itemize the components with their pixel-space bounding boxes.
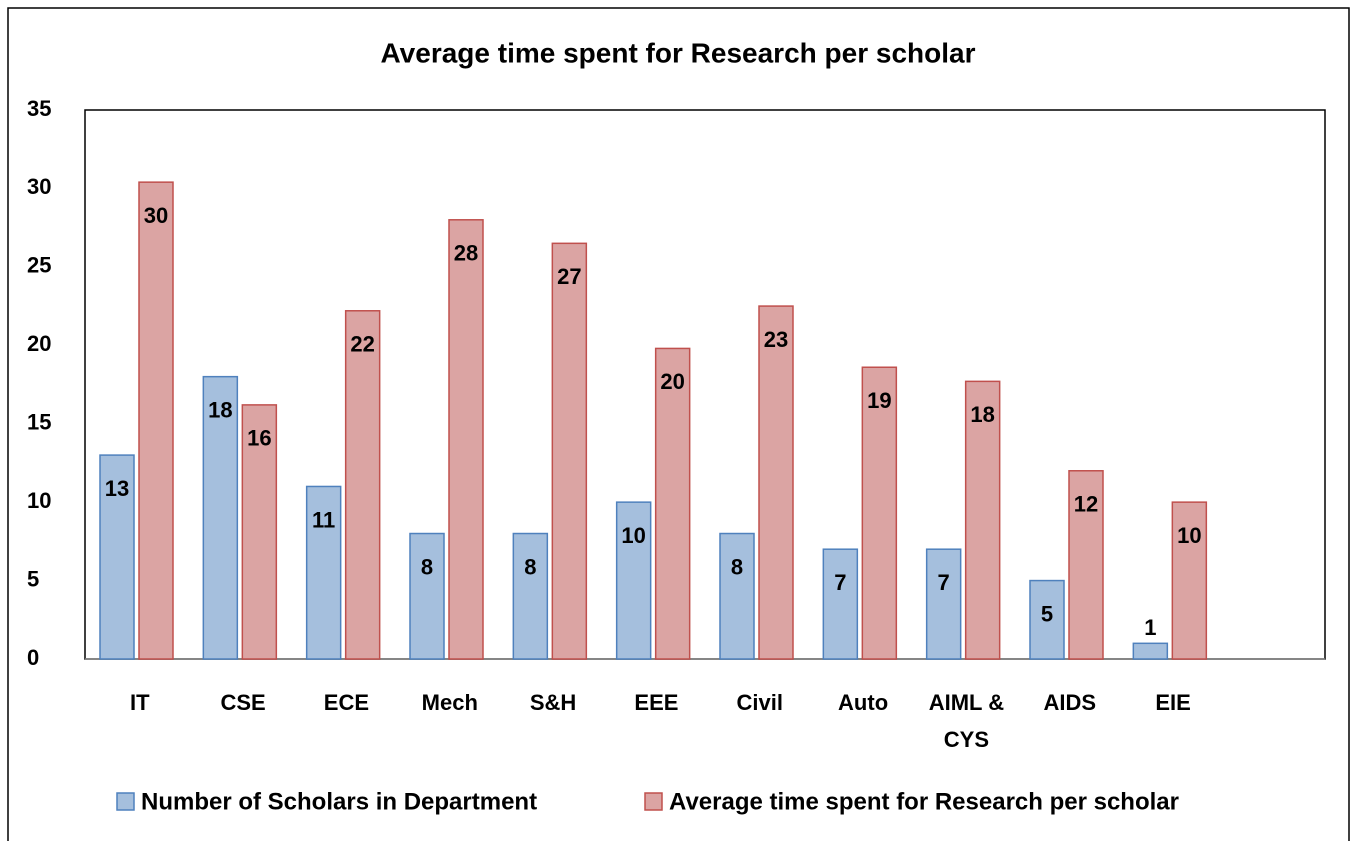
bar bbox=[758, 305, 794, 660]
data-label: 28 bbox=[454, 241, 478, 266]
data-label: 19 bbox=[867, 388, 891, 413]
data-label: 22 bbox=[350, 332, 374, 357]
bar bbox=[615, 501, 652, 660]
legend-label: Number of Scholars in Department bbox=[141, 788, 537, 815]
data-label: 12 bbox=[1074, 492, 1098, 517]
data-label: 8 bbox=[421, 554, 433, 579]
y-tick-label: 10 bbox=[27, 488, 51, 513]
x-tick-label: Civil bbox=[736, 690, 783, 715]
chart-title: Average time spent for Research per scho… bbox=[381, 37, 976, 68]
y-tick-label: 20 bbox=[27, 331, 51, 356]
bar bbox=[305, 485, 342, 660]
x-tick-label: ECE bbox=[323, 690, 370, 715]
y-tick-label: 15 bbox=[27, 410, 51, 435]
chart-border bbox=[7, 7, 1350, 841]
legend-swatch bbox=[116, 792, 135, 811]
data-label: 27 bbox=[557, 264, 581, 289]
data-label: 1 bbox=[1144, 615, 1156, 640]
x-tick-label: S&H bbox=[529, 690, 577, 715]
x-tick-label: AIDS bbox=[1043, 690, 1097, 715]
data-label: 16 bbox=[247, 426, 271, 451]
bar bbox=[925, 548, 962, 660]
bar bbox=[448, 219, 484, 660]
x-tick-label: AIML & CYS bbox=[928, 690, 1005, 752]
x-tick-label: CSE bbox=[220, 690, 266, 715]
bar bbox=[202, 375, 239, 660]
data-label: 13 bbox=[105, 476, 129, 501]
bar bbox=[344, 310, 381, 660]
y-tick-label: 5 bbox=[27, 566, 39, 591]
bar bbox=[512, 532, 549, 660]
data-label: 8 bbox=[731, 554, 743, 579]
y-tick-label: 35 bbox=[27, 96, 51, 121]
x-tick-label: Auto bbox=[838, 690, 889, 715]
bar bbox=[861, 366, 898, 660]
y-tick-label: 30 bbox=[27, 174, 51, 199]
x-tick-label: Mech bbox=[421, 690, 478, 715]
data-label: 18 bbox=[970, 402, 994, 427]
data-label: 10 bbox=[621, 523, 645, 548]
y-tick-label: 25 bbox=[27, 253, 51, 278]
data-label: 10 bbox=[1177, 523, 1201, 548]
bar bbox=[964, 380, 1001, 660]
bar bbox=[1029, 579, 1065, 660]
data-label: 7 bbox=[938, 570, 950, 595]
x-tick-label: EIE bbox=[1155, 690, 1191, 715]
data-label: 5 bbox=[1041, 601, 1053, 626]
bar bbox=[1171, 501, 1208, 660]
bar bbox=[654, 347, 691, 660]
data-label: 23 bbox=[764, 327, 788, 352]
x-tick-label: EEE bbox=[634, 690, 679, 715]
data-label: 8 bbox=[524, 554, 536, 579]
bar bbox=[241, 404, 278, 660]
y-tick-label: 0 bbox=[27, 645, 39, 670]
bar bbox=[99, 454, 135, 660]
legend-swatch bbox=[644, 792, 663, 811]
data-label: 20 bbox=[660, 369, 684, 394]
bar bbox=[138, 181, 174, 660]
data-label: 7 bbox=[834, 570, 846, 595]
x-tick-label: IT bbox=[129, 690, 150, 715]
data-label: 11 bbox=[312, 507, 335, 532]
bar bbox=[719, 532, 755, 660]
bar bbox=[409, 532, 445, 660]
bar bbox=[822, 548, 859, 660]
data-label: 30 bbox=[144, 203, 168, 228]
bar bbox=[1068, 470, 1104, 660]
bar bbox=[551, 242, 588, 660]
bar bbox=[1132, 642, 1169, 660]
data-label: 18 bbox=[208, 397, 232, 422]
legend-label: Average time spent for Research per scho… bbox=[669, 788, 1179, 815]
